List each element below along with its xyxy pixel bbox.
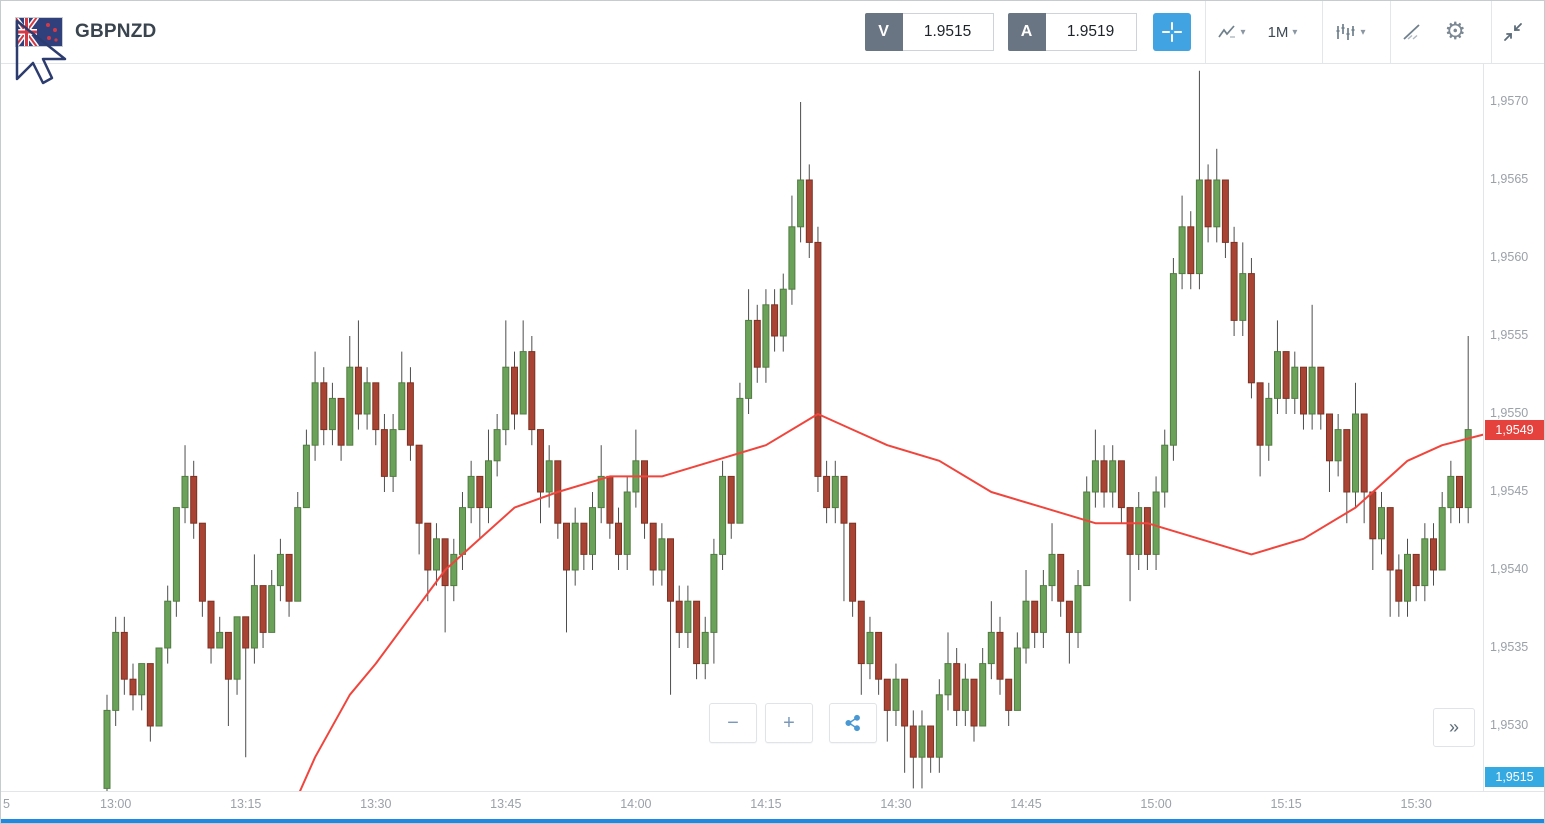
sell-quote-button[interactable]: V 1.9515 bbox=[864, 13, 994, 51]
price-axis-label: 1,9530 bbox=[1490, 718, 1529, 732]
price-axis-label: 1,9555 bbox=[1490, 328, 1529, 342]
instrument-flag-icon bbox=[15, 17, 63, 47]
toolbar-separator bbox=[1204, 1, 1206, 63]
price-axis-label: 1,9560 bbox=[1490, 250, 1529, 264]
chevron-down-icon: ▾ bbox=[1240, 26, 1246, 38]
time-axis-label: 13:30 bbox=[360, 797, 392, 811]
time-axis-label: 14:00 bbox=[620, 797, 652, 811]
chart-type-icon bbox=[1217, 25, 1235, 38]
chart-type-button[interactable]: ▾ bbox=[1206, 1, 1257, 63]
drawing-tools-button[interactable] bbox=[1391, 1, 1433, 63]
time-axis-label: 13:00 bbox=[100, 797, 132, 811]
time-axis: 5 13:00 13:15 13:30 13:45 14:00 14:15 14:30 14:… bbox=[1, 791, 1544, 821]
zoom-in-button[interactable]: + bbox=[765, 703, 813, 743]
last-price-badge: 1,9549 bbox=[1485, 419, 1544, 440]
buy-label: A bbox=[1007, 13, 1046, 51]
toolbar-controls: V 1.9515 A 1.9519 bbox=[851, 1, 1544, 63]
time-axis-label: 14:15 bbox=[750, 797, 782, 811]
buy-quote-button[interactable]: A 1.9519 bbox=[1007, 13, 1137, 51]
zoom-controls: − + bbox=[709, 703, 877, 743]
price-axis-label: 1,9545 bbox=[1490, 484, 1529, 498]
time-axis-label: 15:00 bbox=[1140, 797, 1172, 811]
gear-icon: ⚙ bbox=[1444, 18, 1466, 45]
indicators-button[interactable]: ▾ bbox=[1323, 1, 1376, 63]
time-axis-label: 13:45 bbox=[490, 797, 522, 811]
buy-price: 1.9519 bbox=[1045, 13, 1137, 51]
zoom-out-button[interactable]: − bbox=[709, 703, 757, 743]
price-axis-label: 1,9570 bbox=[1490, 94, 1529, 108]
price-chart[interactable] bbox=[1, 63, 1483, 791]
indicators-icon bbox=[1336, 24, 1355, 40]
collapse-arrows-icon bbox=[1504, 23, 1522, 41]
timeframe-value: 1M bbox=[1267, 23, 1289, 41]
share-button[interactable] bbox=[829, 703, 877, 743]
price-axis-label: 1,9535 bbox=[1490, 640, 1529, 654]
sell-label: V bbox=[864, 13, 903, 51]
price-axis-label: 1,9550 bbox=[1490, 406, 1529, 420]
toolbar-separator bbox=[1491, 1, 1492, 63]
crosshair-button[interactable] bbox=[1152, 13, 1191, 51]
collapse-chart-button[interactable] bbox=[1492, 1, 1534, 63]
time-axis-label: 14:30 bbox=[880, 797, 912, 811]
bid-price-badge: 1,9515 bbox=[1485, 767, 1544, 787]
trend-line-icon bbox=[1403, 24, 1421, 40]
timeframe-button[interactable]: 1M ▾ bbox=[1257, 1, 1309, 63]
time-axis-label: 13:15 bbox=[230, 797, 262, 811]
toolbar-separator bbox=[1322, 1, 1324, 63]
price-axis-border bbox=[1483, 63, 1484, 791]
symbol-title: GBPNZD bbox=[75, 21, 157, 42]
fast-forward-button[interactable]: » bbox=[1433, 708, 1475, 747]
time-axis-label-partial: 5 bbox=[3, 797, 10, 811]
timeline-scrollbar[interactable] bbox=[1, 819, 1544, 823]
time-axis-label: 15:30 bbox=[1400, 797, 1432, 811]
settings-button[interactable]: ⚙ bbox=[1433, 1, 1477, 63]
chart-toolbar: GBPNZD V 1.9515 A 1.9519 bbox=[1, 1, 1544, 64]
time-axis-label: 15:15 bbox=[1270, 797, 1302, 811]
chevron-down-icon: ▾ bbox=[1360, 26, 1366, 38]
price-axis-label: 1,9540 bbox=[1490, 562, 1529, 576]
chevron-down-icon: ▾ bbox=[1292, 26, 1298, 38]
time-axis-label: 14:45 bbox=[1010, 797, 1042, 811]
share-icon bbox=[845, 714, 860, 732]
price-axis-label: 1,9565 bbox=[1490, 172, 1529, 186]
toolbar-separator bbox=[1390, 1, 1392, 63]
crosshair-icon bbox=[1161, 22, 1182, 42]
sell-price: 1.9515 bbox=[902, 13, 994, 51]
time-axis-border bbox=[1, 791, 1544, 792]
